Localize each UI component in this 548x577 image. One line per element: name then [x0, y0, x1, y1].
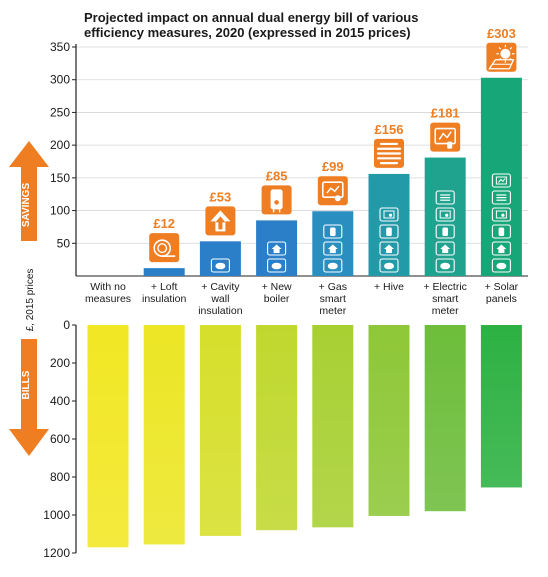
bills-bar: [143, 325, 185, 545]
savings-value-label: £303: [487, 26, 516, 41]
house-mini-icon: [435, 241, 455, 256]
smart-meter-mini-icon: [435, 207, 455, 222]
smart-meter-mini-icon: [379, 207, 399, 222]
savings-bar: [424, 157, 466, 276]
category-label: + Cavity: [201, 281, 240, 293]
loft-mini-icon: [435, 258, 455, 273]
bills-bar: [368, 325, 410, 516]
chart-title-line-1: Projected impact on annual dual energy b…: [84, 10, 418, 25]
loft-mini-icon: [210, 258, 230, 273]
category-label: smart: [432, 293, 458, 305]
y-tick-label: 50: [57, 236, 71, 250]
electric-meter-mini-icon: [491, 173, 511, 188]
category-label: boiler: [264, 293, 290, 305]
savings-bars: £12 £53 £85 £99 £156 £181 £303: [143, 26, 522, 276]
boiler-mini-icon: [379, 224, 399, 239]
savings-value-label: £85: [266, 168, 288, 183]
boiler-mini-icon: [491, 224, 511, 239]
hive-icon: [374, 138, 404, 168]
hive-mini-icon: [435, 190, 455, 205]
bills-arrow: [9, 339, 49, 456]
y-tick-label: 300: [50, 73, 70, 87]
category-label: + Solar: [485, 281, 519, 293]
house-mini-icon: [267, 241, 287, 256]
house-mini-icon: [379, 241, 399, 256]
savings-arrow: [9, 141, 49, 241]
bills-tick-label: 1200: [43, 546, 70, 560]
y-tick-label: 250: [50, 105, 70, 119]
chart-title-line-2: efficiency measures, 2020 (expressed in …: [84, 25, 411, 40]
bills-axis: 0 200 400 600 800 1000 1200: [43, 318, 77, 560]
category-label: + Loft: [151, 281, 178, 293]
side-arrows: SAVINGS £, 2015 prices BILLS: [9, 141, 49, 456]
savings-value-label: £53: [210, 189, 232, 204]
bills-bars: [87, 325, 522, 548]
savings-value-label: £181: [431, 106, 460, 121]
category-label: smart: [320, 293, 346, 305]
category-label: + Gas: [319, 281, 347, 293]
bills-bar: [312, 325, 354, 528]
y-tick-label: 100: [50, 204, 70, 218]
bills-bar: [199, 325, 241, 536]
category-label: measures: [85, 293, 131, 305]
smart-meter-mini-icon: [491, 207, 511, 222]
bills-tick-label: 200: [50, 356, 70, 370]
category-label: meter: [432, 305, 459, 317]
smart-meter-icon: [317, 176, 348, 206]
house-mini-icon: [491, 241, 511, 256]
boiler-mini-icon: [435, 224, 455, 239]
category-label: insulation: [198, 305, 243, 317]
category-label: + Hive: [374, 281, 404, 293]
house-arrow-icon: [205, 206, 236, 236]
boiler-icon: [261, 185, 292, 215]
loft-mini-icon: [323, 258, 343, 273]
savings-value-label: £99: [322, 159, 344, 174]
bills-label: BILLS: [21, 370, 32, 399]
bills-bar: [256, 325, 298, 531]
bills-bar: [480, 325, 522, 488]
y-tick-label: 200: [50, 138, 70, 152]
category-label: wall: [210, 293, 229, 305]
y-tick-label: 150: [50, 171, 70, 185]
bills-bar: [424, 325, 466, 512]
bills-bar: [87, 325, 129, 548]
bills-tick-label: 600: [50, 432, 70, 446]
bills-tick-label: 1000: [43, 508, 70, 522]
loft-mini-icon: [267, 258, 287, 273]
category-label: meter: [319, 305, 346, 317]
category-label: insulation: [142, 293, 187, 305]
y-axis-title: £, 2015 prices: [25, 269, 36, 332]
loft-mini-icon: [379, 258, 399, 273]
boiler-mini-icon: [323, 224, 343, 239]
bills-tick-label: 800: [50, 470, 70, 484]
hive-mini-icon: [491, 190, 511, 205]
loft-insulation-icon: [149, 233, 180, 263]
category-label: + Electric: [423, 281, 466, 293]
y-tick-label: 350: [50, 40, 70, 54]
bills-tick-label: 0: [63, 318, 70, 332]
savings-label: SAVINGS: [21, 183, 32, 228]
category-label: With no: [90, 281, 126, 293]
house-mini-icon: [323, 241, 343, 256]
loft-mini-icon: [491, 258, 511, 273]
savings-value-label: £156: [375, 122, 404, 137]
solar-panel-icon: [486, 42, 517, 72]
savings-bar: [143, 268, 185, 276]
electric-meter-icon: [430, 122, 461, 152]
category-label: + New: [262, 281, 292, 293]
bills-tick-label: 400: [50, 394, 70, 408]
savings-value-label: £12: [153, 216, 175, 231]
category-label: panels: [486, 293, 517, 305]
